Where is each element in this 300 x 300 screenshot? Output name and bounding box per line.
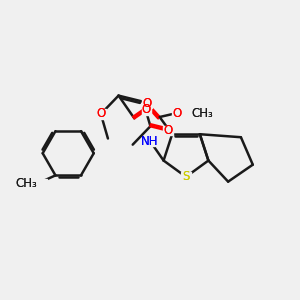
Bar	[28, 179, 47, 188]
Text: S: S	[182, 170, 190, 183]
Bar	[163, 126, 173, 135]
Bar	[182, 109, 201, 118]
Text: O: O	[96, 107, 106, 121]
Text: S: S	[182, 170, 190, 183]
Bar	[96, 110, 106, 118]
Text: O: O	[142, 97, 152, 110]
Bar	[145, 136, 155, 146]
Bar	[181, 172, 191, 182]
Text: O: O	[163, 124, 172, 137]
Text: CH₃: CH₃	[191, 106, 213, 120]
Bar	[142, 99, 152, 108]
Text: CH₃: CH₃	[16, 177, 38, 190]
Text: O: O	[163, 124, 172, 137]
Text: CH₃: CH₃	[16, 177, 38, 190]
Text: O: O	[96, 107, 106, 121]
Text: NH: NH	[141, 135, 159, 148]
Text: CH₃: CH₃	[191, 106, 213, 120]
Bar	[142, 105, 151, 115]
Text: O: O	[142, 97, 152, 110]
Text: O: O	[172, 106, 181, 120]
Text: NH: NH	[141, 135, 159, 148]
Text: O: O	[142, 103, 151, 116]
Text: O: O	[172, 106, 181, 120]
Bar	[172, 109, 182, 118]
Text: O: O	[142, 103, 151, 116]
